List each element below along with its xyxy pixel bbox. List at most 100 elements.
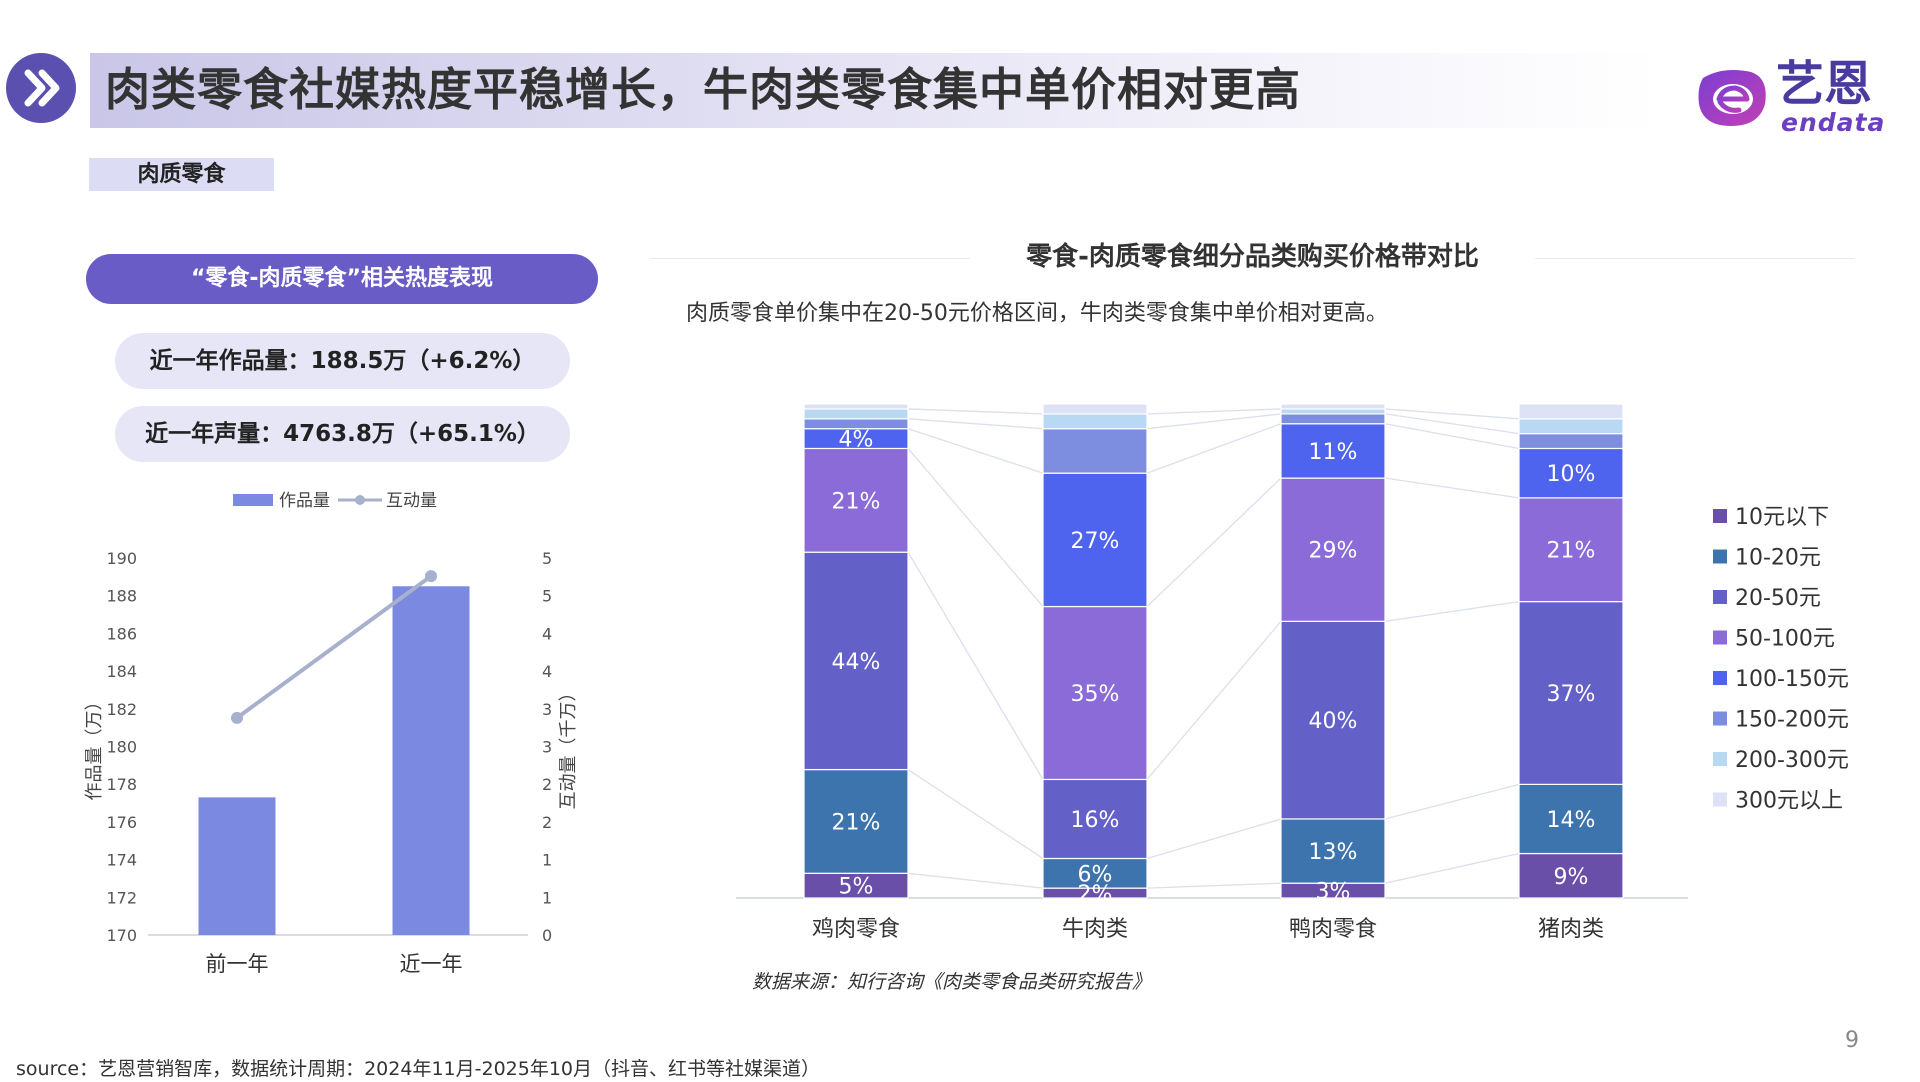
bar-segment-3-1 bbox=[1518, 783, 1624, 855]
bar-segment-0-2 bbox=[803, 551, 909, 771]
legend-label: 100-150元 bbox=[1735, 667, 1849, 692]
y-tick-label: 174 bbox=[106, 851, 137, 870]
legend-swatch bbox=[1713, 711, 1727, 726]
footer-source: source：艺恩营销智库，数据统计周期：2024年11月-2025年10月（抖… bbox=[16, 1058, 821, 1080]
legend-label: 150-200元 bbox=[1735, 708, 1849, 733]
bar-segment-2-7 bbox=[1280, 403, 1386, 410]
data-label: 3% bbox=[1316, 880, 1351, 905]
connector-line bbox=[1146, 408, 1282, 415]
logo-text-en: endata bbox=[1781, 108, 1886, 137]
legend-label: 200-300元 bbox=[1735, 748, 1849, 773]
works-interaction-chart: 作品量 互动量 170 172 174 176 178 180 182 184 186 188 190 0… bbox=[84, 491, 579, 976]
data-label: 21% bbox=[1547, 539, 1596, 564]
bar-segment-3-6 bbox=[1518, 418, 1624, 435]
bar-segment-0-3 bbox=[803, 447, 909, 553]
title-bar bbox=[90, 53, 1660, 128]
legend-label: 10-20元 bbox=[1735, 546, 1821, 571]
left-panel-header: “零食-肉质零食”相关热度表现 bbox=[86, 254, 598, 304]
y-tick-label: 184 bbox=[106, 662, 137, 681]
bar-segment-2-2 bbox=[1280, 620, 1386, 820]
bar-segment-1-7 bbox=[1042, 403, 1148, 415]
bar-segment-3-0 bbox=[1518, 852, 1624, 899]
bar-segment-1-1 bbox=[1042, 857, 1148, 889]
connector-line bbox=[1384, 852, 1520, 884]
page-number: 9 bbox=[1845, 1028, 1859, 1053]
bar-segment-0-6 bbox=[803, 408, 909, 420]
data-label: 5% bbox=[839, 875, 874, 900]
connector-line bbox=[1384, 477, 1520, 499]
stat-voice-pill: 近一年声量：4763.8万（+65.1%） bbox=[115, 406, 570, 462]
connector-line bbox=[1146, 882, 1282, 889]
y-tick-label: 178 bbox=[106, 775, 137, 794]
data-label: 27% bbox=[1071, 529, 1120, 554]
legend-bar-swatch bbox=[233, 494, 273, 506]
bar-works-1 bbox=[392, 586, 470, 935]
x-tick-label: 近一年 bbox=[400, 952, 463, 976]
title-divider-left bbox=[650, 258, 970, 259]
right-chart-subtitle: 肉质零食单价集中在20-50元价格区间，牛肉类零食集中单价相对更高。 bbox=[686, 301, 1388, 326]
right-chart-title: 零食-肉质零食细分品类购买价格带对比 bbox=[1026, 242, 1479, 272]
bar-segment-2-5 bbox=[1280, 413, 1386, 425]
y-tick-label: 172 bbox=[106, 888, 137, 907]
connector-line bbox=[1384, 783, 1520, 820]
connector-line bbox=[907, 872, 1044, 889]
data-label: 10% bbox=[1547, 462, 1596, 487]
connector-line bbox=[907, 408, 1044, 415]
y-tick-label: 180 bbox=[106, 738, 137, 757]
connector-line bbox=[1384, 413, 1520, 435]
data-source-note: 数据来源：知行咨询《肉类零食品类研究报告》 bbox=[752, 971, 1152, 993]
stat-works-pill: 近一年作品量：188.5万（+6.2%） bbox=[115, 333, 570, 389]
y2-tick-label: 5 bbox=[542, 587, 552, 606]
data-label: 6% bbox=[1078, 862, 1113, 887]
connector-line bbox=[907, 418, 1044, 430]
y2-tick-label: 1 bbox=[542, 888, 552, 907]
legend-line-marker bbox=[355, 495, 365, 505]
bar-segment-2-1 bbox=[1280, 818, 1386, 884]
y2-tick-label: 3 bbox=[542, 738, 552, 757]
bar-segment-3-7 bbox=[1518, 403, 1624, 420]
x-tick-label: 前一年 bbox=[206, 952, 269, 976]
y-tick-label: 188 bbox=[106, 587, 137, 606]
bar-segment-2-6 bbox=[1280, 408, 1386, 415]
endata-logo-icon bbox=[1693, 64, 1771, 134]
page-title: 肉类零食社媒热度平稳增长，牛肉类零食集中单价相对更高 bbox=[105, 63, 1302, 116]
bar-segment-1-4 bbox=[1042, 472, 1148, 608]
bar-segment-1-5 bbox=[1042, 428, 1148, 474]
y2-tick-label: 5 bbox=[542, 549, 552, 568]
bar-segment-0-1 bbox=[803, 768, 909, 874]
data-label: 29% bbox=[1309, 539, 1358, 564]
legend-swatch bbox=[1713, 549, 1727, 564]
legend-swatch bbox=[1713, 509, 1727, 523]
x-tick-label: 鸡肉零食 bbox=[812, 917, 900, 942]
connector-line bbox=[1146, 477, 1282, 608]
y2-tick-label: 3 bbox=[542, 700, 552, 719]
y2-tick-label: 2 bbox=[542, 775, 552, 794]
x-tick-label: 鸭肉零食 bbox=[1289, 917, 1377, 942]
data-label: 40% bbox=[1309, 709, 1358, 734]
data-label: 35% bbox=[1071, 682, 1120, 707]
legend-label: 300元以上 bbox=[1735, 789, 1843, 814]
y-tick-label: 182 bbox=[106, 700, 137, 719]
y2-tick-label: 4 bbox=[542, 662, 552, 681]
logo-text-cn: 艺恩 bbox=[1776, 56, 1873, 112]
y-tick-label: 186 bbox=[106, 624, 137, 643]
connector-line bbox=[1146, 620, 1282, 780]
legend-swatch bbox=[1713, 792, 1727, 807]
y-tick-label: 176 bbox=[106, 813, 137, 832]
interaction-point-1 bbox=[425, 570, 437, 583]
y2-tick-label: 4 bbox=[542, 624, 552, 643]
bar-segment-0-0 bbox=[803, 872, 909, 899]
legend-swatch bbox=[1713, 590, 1727, 604]
bar-segment-0-7 bbox=[803, 403, 909, 410]
section-tag: 肉质零食 bbox=[89, 158, 274, 191]
data-label: 2% bbox=[1078, 882, 1113, 907]
y-tick-label: 190 bbox=[106, 549, 137, 568]
legend-swatch bbox=[1713, 752, 1727, 766]
bar-segment-3-4 bbox=[1518, 447, 1624, 499]
connector-line bbox=[1146, 818, 1282, 860]
connector-line bbox=[907, 448, 1044, 607]
x-tick-label: 猪肉类 bbox=[1538, 917, 1604, 942]
connector-line bbox=[907, 551, 1044, 780]
y2-tick-label: 1 bbox=[542, 851, 552, 870]
y-axis-title: 作品量（万） bbox=[84, 693, 105, 801]
